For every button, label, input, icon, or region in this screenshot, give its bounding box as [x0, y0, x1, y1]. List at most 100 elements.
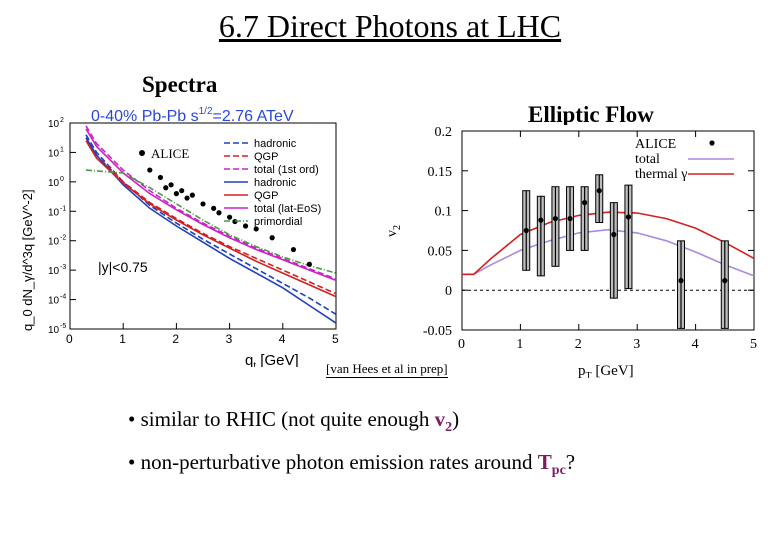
spectra-alice-point [200, 201, 206, 207]
flow-ytick-label: 0.2 [435, 125, 453, 140]
spectra-alice-point [157, 174, 164, 181]
spectra-ytick-label: 10 [48, 207, 60, 218]
spectra-legend-alice-marker [139, 150, 145, 156]
spectra-alice-point [173, 191, 179, 197]
spectra-ytick-label: 10 [48, 237, 60, 248]
spectra-legend-entry: primordial [254, 216, 302, 228]
flow-ytick-label: 0.15 [428, 165, 453, 180]
spectra-legend-entry: total (1st ord) [254, 164, 319, 176]
spectra-ytick-label: 10 [48, 148, 60, 159]
flow-xlabel: pT [GeV] [578, 363, 634, 378]
slide-title: 6.7 Direct Photons at LHC [218, 8, 562, 44]
flow-legend-marker [709, 140, 715, 146]
spectra-ytick-label: 10 [48, 119, 60, 130]
flow-alice-point [625, 214, 632, 220]
spectra-annotation: |y|<0.75 [98, 259, 148, 275]
flow-alice-point [611, 231, 617, 238]
flow-legend-entry: ALICE [635, 137, 676, 152]
spectra-alice-point [179, 188, 185, 194]
flow-alice-point [582, 200, 588, 206]
spectra-series-line [85, 134, 337, 315]
flow-alice-point [678, 278, 684, 284]
spectra-ytick-exponent: 0 [60, 176, 64, 183]
spectra-alice-point [242, 223, 249, 229]
spectra-alice-point [168, 182, 174, 188]
spectra-series-line [85, 125, 337, 280]
flow-alice-point [523, 227, 529, 234]
flow-ytick-label: -0.05 [423, 324, 452, 339]
spectra-ytick-exponent: -4 [60, 294, 66, 301]
spectra-ylabel: q_0 dN_γ/d^3q [GeV^-2] [20, 189, 35, 331]
spectra-ytick-label: 10 [48, 325, 60, 336]
flow-axes: 0 1 2 3 4 5 -0.05 0 0.05 0.1 0.15 0.2 [423, 125, 757, 352]
spectra-alice-point [189, 192, 195, 198]
flow-plot-svg: 0 1 2 3 4 5 -0.05 0 0.05 0.1 0.15 0.2 v2 pT [GeV] A… [385, 125, 757, 382]
spectra-chart: 0 1 2 3 4 5 10 2 10 1 10 0 10 -1 10 -2 10 -3 10 -4 10 -5 0-40… [8, 103, 382, 372]
flow-legend-entry: total [635, 152, 660, 167]
spectra-ytick-exponent: 1 [60, 146, 64, 153]
flow-frame [461, 130, 755, 331]
spectra-series-line [85, 137, 337, 295]
flow-xtick-label: 5 [750, 337, 757, 352]
spectra-ytick-label: 10 [48, 178, 60, 189]
flow-xtick-label: 2 [575, 337, 582, 352]
bullet-2: • non-perturbative photon emission rates… [128, 450, 576, 479]
flow-ytick-label: 0.05 [428, 244, 453, 259]
spectra-alice-point [211, 205, 217, 211]
flow-xtick-label: 0 [458, 337, 465, 352]
flow-xtick-label: 4 [692, 337, 699, 352]
spectra-label: Spectra [142, 72, 218, 97]
spectra-ytick-exponent: -5 [60, 323, 66, 330]
flow-alice-point [596, 188, 602, 194]
bullet-list: • similar to RHIC (not quite enough v2) … [128, 402, 575, 488]
elliptic-flow-label: Elliptic Flow [528, 102, 654, 127]
spectra-ytick-label: 10 [48, 266, 60, 277]
flow-xtick-label: 1 [516, 337, 523, 352]
spectra-ytick-label: 10 [48, 296, 60, 307]
spectra-alice-point [227, 214, 233, 220]
flow-ylabel: v2 [385, 225, 403, 237]
spectra-frame [69, 122, 337, 330]
reference-citation: [van Hees et al in prep] [326, 361, 448, 378]
flow-legend-entry: thermal γ [635, 167, 687, 182]
spectra-alice-point [216, 210, 222, 216]
spectra-legend-alice: ALICE [151, 146, 189, 161]
elliptic-flow-chart: 0 1 2 3 4 5 -0.05 0 0.05 0.1 0.15 0.2 v2 pT [GeV] A… [382, 125, 759, 382]
flow-ytick-label: 0 [445, 284, 452, 299]
flow-alice-point [552, 215, 559, 222]
spectra-xtick-label: 3 [226, 332, 233, 346]
flow-alice-point [722, 278, 728, 284]
spectra-xtick-label: 5 [332, 332, 339, 346]
spectra-series-line [85, 140, 337, 298]
spectra-xtick-label: 2 [172, 332, 179, 346]
spectra-legend-entry: QGP [254, 190, 278, 202]
spectra-ytick-exponent: 2 [60, 117, 64, 124]
flow-series-line [462, 211, 755, 276]
flow-alice-point [567, 215, 573, 222]
spectra-alice-point [269, 235, 275, 241]
spectra-xtick-label: 1 [119, 332, 126, 346]
spectra-ytick-exponent: -3 [60, 264, 66, 271]
spectra-alice-point [290, 246, 297, 253]
flow-xtick-label: 3 [633, 337, 640, 352]
spectra-xtick-label: 0 [66, 332, 73, 346]
flow-ytick-label: 0.1 [435, 205, 453, 220]
spectra-xtick-label: 4 [279, 332, 286, 346]
spectra-xlabel: qt [GeV] [245, 352, 299, 367]
spectra-legend-entry: hadronic [254, 177, 297, 189]
spectra-alice-point [306, 261, 312, 267]
spectra-title: 0-40% Pb-Pb s1/2=2.76 ATeV [91, 106, 294, 125]
spectra-ytick-exponent: -2 [60, 235, 66, 242]
flow-alice-point [538, 217, 544, 223]
spectra-alice-point [163, 185, 169, 191]
bullet-1: • similar to RHIC (not quite enough v2) [128, 407, 460, 436]
spectra-series-line [85, 128, 337, 282]
spectra-legend-entry: hadronic [254, 138, 297, 150]
spectra-series-line [85, 169, 337, 274]
spectra-legend-entry: QGP [254, 151, 278, 163]
spectra-ytick-exponent: -1 [60, 205, 66, 212]
flow-series-line [462, 228, 755, 277]
spectra-alice-point [184, 195, 190, 201]
